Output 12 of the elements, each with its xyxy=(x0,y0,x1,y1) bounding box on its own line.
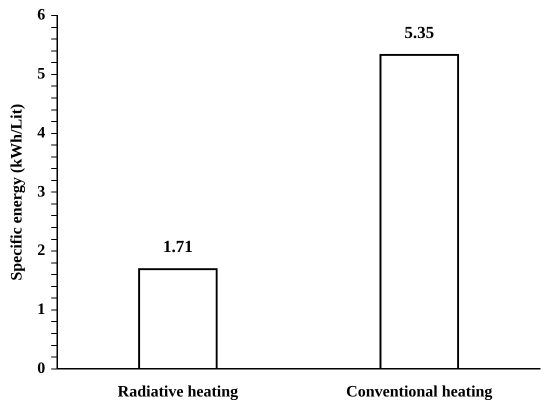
y-tick-label: 1 xyxy=(37,301,46,318)
x-tick-label: Radiative heating xyxy=(118,384,238,401)
y-tick-label: 6 xyxy=(37,6,46,24)
y-tick-label: 3 xyxy=(37,183,46,200)
y-tick-label: 0 xyxy=(37,360,46,377)
y-tick-label: 4 xyxy=(37,124,46,142)
data-label: 5.35 xyxy=(404,22,434,42)
y-tick-label: 2 xyxy=(37,242,46,260)
data-label: 1.71 xyxy=(163,237,193,256)
x-tick-label: Conventional heating xyxy=(346,384,492,401)
y-axis-title: Specific energy (kWh/Lit) xyxy=(8,104,26,281)
y-tick-label: 5 xyxy=(37,66,46,83)
